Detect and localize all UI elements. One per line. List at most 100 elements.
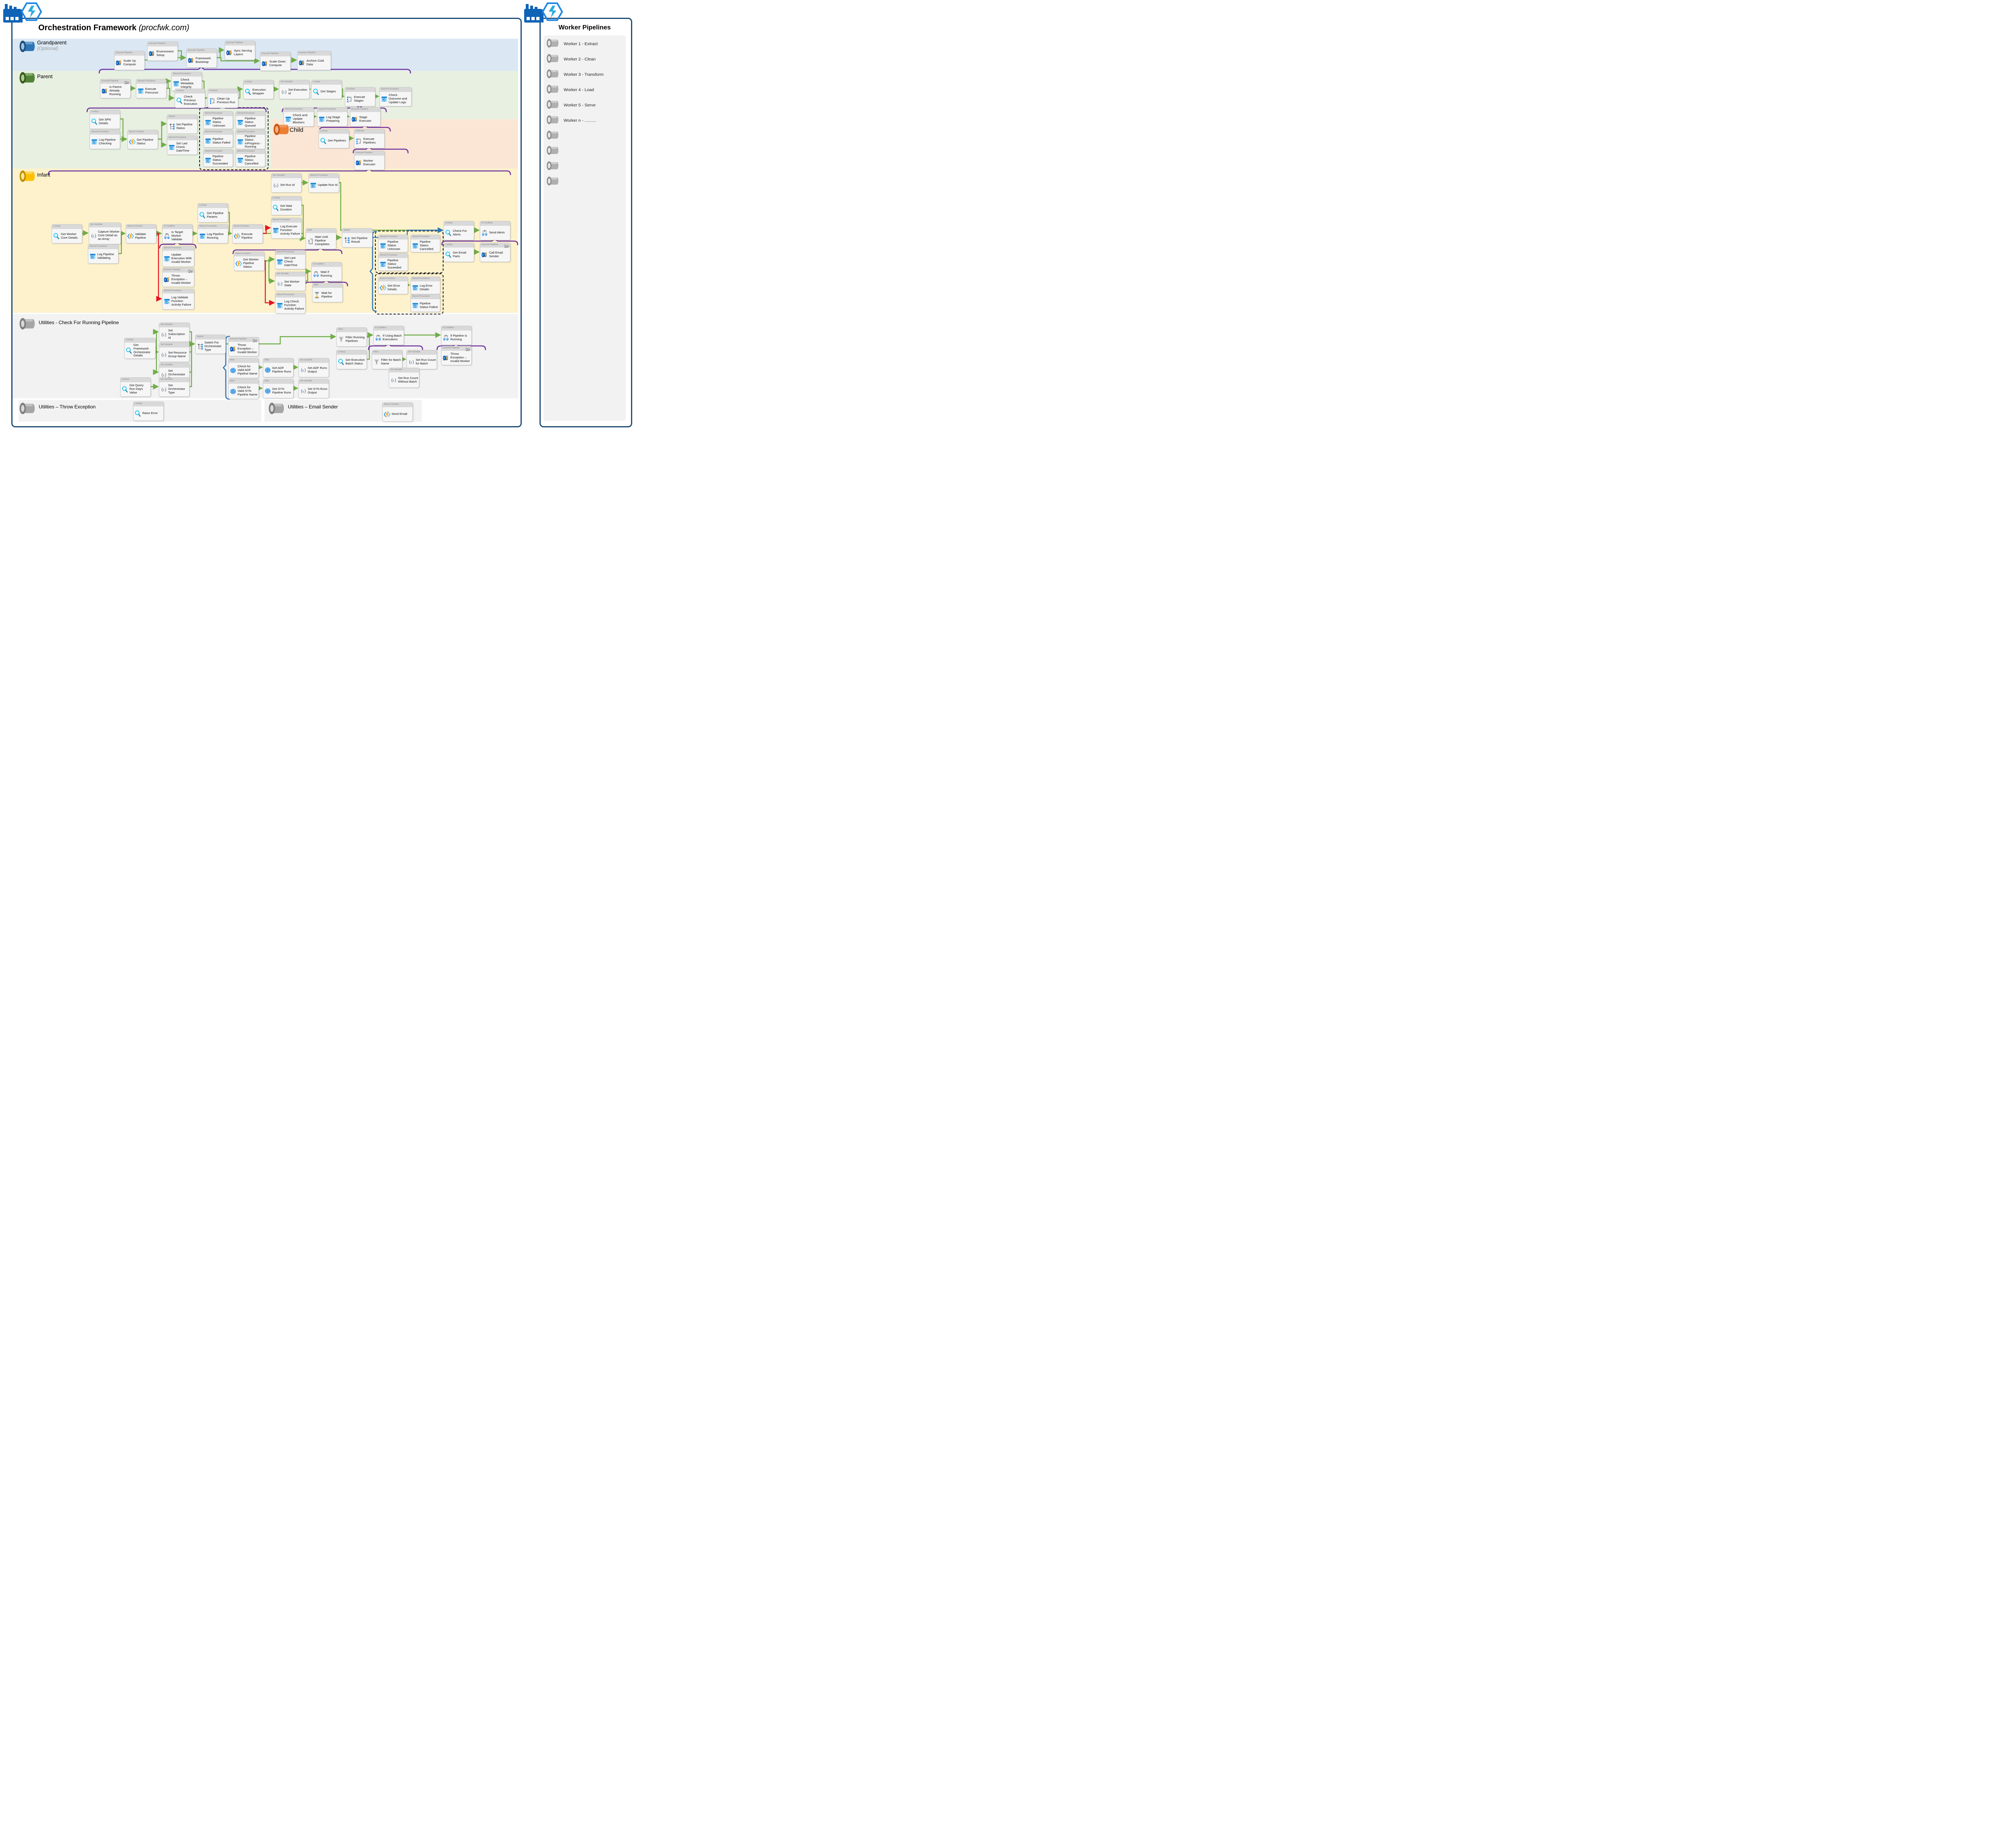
activity-check-prev[interactable]: Lookup Check Previous Execution xyxy=(175,89,205,108)
activity-get-err-details[interactable]: Azure Function Get Error Details xyxy=(378,277,408,294)
activity-label: Archive Cold Data xyxy=(306,58,324,66)
activity-type-label: If Condition xyxy=(480,221,510,226)
activity-log-pipe-validating[interactable]: Stored Procedure Log Pipeline Validating xyxy=(88,244,119,264)
activity-get-spn[interactable]: Lookup Get SPN Details xyxy=(90,110,120,129)
activity-wait-for-pipe[interactable]: Wait Wait for Pipeline xyxy=(312,283,343,302)
activity-set-res-group[interactable]: Set Variable(x) Set Resource Group Name xyxy=(159,343,190,362)
activity-set-sub-id[interactable]: Set Variable(x) Set Subscription Id xyxy=(159,323,190,342)
activity-set-adf-out[interactable]: Set Variable(x) Set ADF Runs Output xyxy=(298,358,329,377)
activity-get-query-days[interactable]: Lookup Get Query Run Days Value xyxy=(120,377,151,397)
activity-wait-until[interactable]: Until Wait Until Pipeline Completes xyxy=(306,228,336,249)
activity-ps-cancelled-a[interactable]: Stored Procedure Pipeline Status Cancelle… xyxy=(235,149,265,167)
activity-check-adf-name[interactable]: Web Check for Valid ADF Pipeline Name xyxy=(228,358,259,378)
activity-is-parent[interactable]: Execute Pipeline Is Parent Already Runnin… xyxy=(100,79,131,98)
activity-get-syn-runs[interactable]: Web Get SYN Pipeline Runs xyxy=(263,379,294,398)
activity-filter-batch[interactable]: Filter Filter for Batch Name xyxy=(372,350,402,369)
svg-text:(: ( xyxy=(161,331,163,337)
lookup-icon xyxy=(337,358,346,366)
activity-cleanup-run[interactable]: ForEach Clean Up Previous Run xyxy=(208,89,238,108)
activity-get-worker-pstatus[interactable]: Azure Function Get Worker Pipeline Status xyxy=(234,252,264,271)
activity-throw-ex-invalid3[interactable]: Execute Pipeline Throw Exception – Invali… xyxy=(441,346,472,365)
svg-text:): ) xyxy=(165,372,167,377)
activity-raise-error[interactable]: Lookup Raise Error xyxy=(133,402,164,421)
activity-throw-ex-invalid1[interactable]: Execute Pipeline Throw Exception – Invali… xyxy=(162,268,194,287)
activity-set-run-id[interactable]: Set Variable(x) Set Run Id xyxy=(271,173,302,193)
activity-check-meta[interactable]: Stored Procedure Check Metadata Integrity xyxy=(171,72,202,91)
activity-label: Set Worker State xyxy=(284,279,300,287)
activity-env-setup[interactable]: Execute Pipeline Environment Setup xyxy=(147,42,178,61)
activity-label: Get Wait Duration xyxy=(280,204,292,211)
activity-get-fw-details[interactable]: Lookup Get Framework Orchestrator Details xyxy=(124,338,156,359)
activity-set-last-check2[interactable]: Stored Procedure Set Last Check DateTime xyxy=(275,250,306,269)
activity-log-exec-fail[interactable]: Stored Procedure Log Execute Function Act… xyxy=(271,218,302,239)
activity-log-pipe-checking[interactable]: Stored Procedure Log Pipeline Checking xyxy=(90,130,120,149)
activity-set-last-check[interactable]: Stored Procedure Set Last Check DateTime xyxy=(167,135,198,155)
activity-ps-queued[interactable]: Stored Procedure Pipeline Status Queued xyxy=(235,111,265,129)
activity-set-orch-type2[interactable]: Set Variable(x) Set Orchestrator Type xyxy=(159,377,190,397)
activity-ps-failed-b[interactable]: Stored Procedure Pipeline Status Failed xyxy=(410,294,440,312)
storedproc-icon xyxy=(379,261,387,268)
activity-stage-exec[interactable]: Execute Pipeline Stage Executor xyxy=(350,107,381,127)
activity-exec-pipelines[interactable]: ForEach Execute Pipelines xyxy=(354,129,385,148)
activity-filter-running[interactable]: Filter Filter Running Pipelines xyxy=(336,327,367,347)
activity-get-stages[interactable]: Lookup Get Stages xyxy=(311,80,342,99)
activity-ps-failed-a[interactable]: Stored Procedure Pipeline Status Failed xyxy=(203,130,233,148)
activity-exec-pipeline[interactable]: Azure Function Execute Pipeline xyxy=(232,224,263,244)
activity-is-target[interactable]: If Condition Is Target Worker Validate xyxy=(162,224,193,244)
activity-get-exec-batch[interactable]: Lookup Get Execution Batch Status xyxy=(336,350,367,369)
activity-ps-cancelled-b[interactable]: Stored Procedure Pipeline Status Cancelle… xyxy=(410,235,440,252)
activity-send-alerts[interactable]: If Condition Send Alerts xyxy=(480,221,510,240)
activity-log-stage-prep[interactable]: Stored Procedure Log Stage Preparing xyxy=(317,107,348,127)
storedproc-icon xyxy=(271,227,280,234)
activity-log-pipe-running[interactable]: Stored Procedure Log Pipeline Running xyxy=(198,224,228,244)
worker-label: Worker n - .......... xyxy=(564,118,596,123)
activity-check-outcome[interactable]: Stored Procedure Check Outcome and Update… xyxy=(379,87,412,106)
activity-get-adf-runs[interactable]: Web Get ADF Pipeline Runs xyxy=(263,358,294,377)
activity-archive[interactable]: Execute Pipeline Archive Cold Data xyxy=(297,51,331,70)
activity-exec-stages[interactable]: ForEach Execute Stages xyxy=(345,87,375,106)
activity-switch-orch[interactable]: Switch Switch For Orchestrator Type xyxy=(195,335,226,354)
activity-get-pipe-status[interactable]: Azure Function Get Pipeline Status xyxy=(127,130,158,149)
activity-sync-layers[interactable]: Execute Pipeline Sync Serving Layers xyxy=(225,41,255,60)
activity-ps-succeeded-a[interactable]: Stored Procedure Pipeline Status Succeede… xyxy=(203,149,233,167)
activity-update-exec-invalid[interactable]: Stored Procedure Update Execution With In… xyxy=(162,246,194,267)
activity-bootstrap[interactable]: Execute Pipeline Framework Bootstrap xyxy=(186,48,217,68)
activity-scale-up[interactable]: Execute Pipeline Scale Up Compute xyxy=(114,51,145,70)
activity-get-email-parts[interactable]: Lookup Get Email Parts xyxy=(444,243,474,262)
activity-check-syn-name[interactable]: Web Check for Valid SYN Pipeline Name xyxy=(228,379,259,399)
activity-scale-down[interactable]: Execute Pipeline Scale Down Compute xyxy=(260,52,291,71)
activity-if-pipe-running[interactable]: If Condition If Pipeline Is Running xyxy=(441,326,472,345)
activity-set-runcount-batch[interactable]: Set Variable(x) Set Run Count for Batch xyxy=(406,350,437,369)
activity-label: Get Stages xyxy=(321,90,336,94)
activity-set-exec-id[interactable]: Set Variable(x) Set Execution Id xyxy=(279,80,310,99)
activity-log-check-fail[interactable]: Stored Procedure Log Check Function Activ… xyxy=(275,293,306,314)
activity-log-validate-fail[interactable]: Stored Procedure Log Validate Function Ac… xyxy=(162,289,194,310)
activity-send-email[interactable]: Azure Function Send Email xyxy=(382,402,413,422)
activity-set-worker-state[interactable]: Set Variable(x) Set Worker State xyxy=(275,272,306,291)
activity-log-err-details[interactable]: Stored Procedure Log Error Details xyxy=(410,277,440,294)
activity-set-runcount-nobatch[interactable]: Set Variable(x) Set Run Count Without Bat… xyxy=(389,368,419,388)
activity-update-run-id[interactable]: Stored Procedure Update Run Id xyxy=(308,173,339,193)
activity-get-pipe-params[interactable]: Lookup Get Pipeline Params xyxy=(198,203,228,223)
activity-type-label: Stored Procedure xyxy=(162,246,194,251)
activity-worker-exec[interactable]: Execute Pipeline Worker Executor xyxy=(354,151,385,170)
activity-check-alerts[interactable]: Lookup Check For Alerts xyxy=(444,221,474,240)
activity-ps-inprogress[interactable]: Stored Procedure Pipeline Status InProgre… xyxy=(235,130,265,149)
activity-child-get-pipelines[interactable]: Lookup Get Pipelines xyxy=(319,129,349,148)
activity-ps-unknown-a[interactable]: Stored Procedure Pipeline Status Unknown xyxy=(203,111,233,129)
activity-validate-pipe[interactable]: Azure Function Validate Pipeline xyxy=(126,224,156,244)
activity-set-pipe-result[interactable]: Switch Set Pipeline Result xyxy=(342,228,373,248)
activity-call-email-sender[interactable]: Execute Pipeline Call Email Sender xyxy=(480,243,510,262)
activity-get-worker-core[interactable]: Lookup Get Worker Core Details xyxy=(52,224,82,244)
activity-capture-worker[interactable]: Set Variable(x) Capture Worker Core Detai… xyxy=(89,223,121,244)
activity-exec-wrapper[interactable]: Lookup Execution Wrapper xyxy=(243,80,274,99)
activity-throw-ex-invalid2[interactable]: Execute Pipeline Throw Exception – Invali… xyxy=(228,337,259,356)
activity-ps-unknown-b[interactable]: Stored Procedure Pipeline Status Unknown xyxy=(378,235,408,252)
activity-set-pipe-status[interactable]: Switch Set Pipeline Status xyxy=(167,114,198,134)
activity-wait-if-running[interactable]: If Condition Wait If Running xyxy=(311,262,342,281)
activity-ps-succeeded-b[interactable]: Stored Procedure Pipeline Status Suceeded xyxy=(378,253,408,271)
activity-get-wait-dur[interactable]: Lookup Get Wait Duration xyxy=(271,196,302,215)
activity-exec-precursor[interactable]: Stored Procedure Execute Precursor xyxy=(136,79,167,98)
activity-set-syn-out[interactable]: Set Variable(x) Set SYN Runs Output xyxy=(298,379,329,398)
activity-if-using-batch[interactable]: If Condition If Using Batch Executions xyxy=(373,326,404,345)
